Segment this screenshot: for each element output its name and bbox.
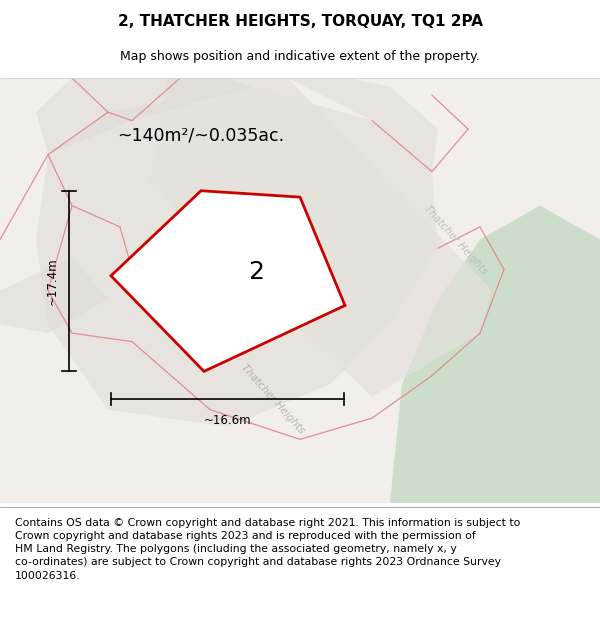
Text: Thatcher Heights: Thatcher Heights	[422, 203, 490, 276]
Polygon shape	[288, 78, 438, 172]
Polygon shape	[36, 87, 438, 427]
Text: ~140m²/~0.035ac.: ~140m²/~0.035ac.	[117, 126, 284, 144]
Text: 2: 2	[248, 261, 264, 284]
Polygon shape	[150, 78, 492, 397]
Text: Contains OS data © Crown copyright and database right 2021. This information is : Contains OS data © Crown copyright and d…	[15, 518, 520, 581]
Polygon shape	[0, 257, 108, 333]
Text: ~16.6m: ~16.6m	[203, 414, 251, 427]
Text: 2, THATCHER HEIGHTS, TORQUAY, TQ1 2PA: 2, THATCHER HEIGHTS, TORQUAY, TQ1 2PA	[118, 14, 482, 29]
Text: Thatcher Heights: Thatcher Heights	[239, 362, 307, 436]
Polygon shape	[111, 191, 345, 371]
Polygon shape	[36, 78, 252, 154]
Text: ~17.4m: ~17.4m	[46, 258, 59, 305]
Polygon shape	[390, 206, 600, 503]
Text: Map shows position and indicative extent of the property.: Map shows position and indicative extent…	[120, 50, 480, 62]
